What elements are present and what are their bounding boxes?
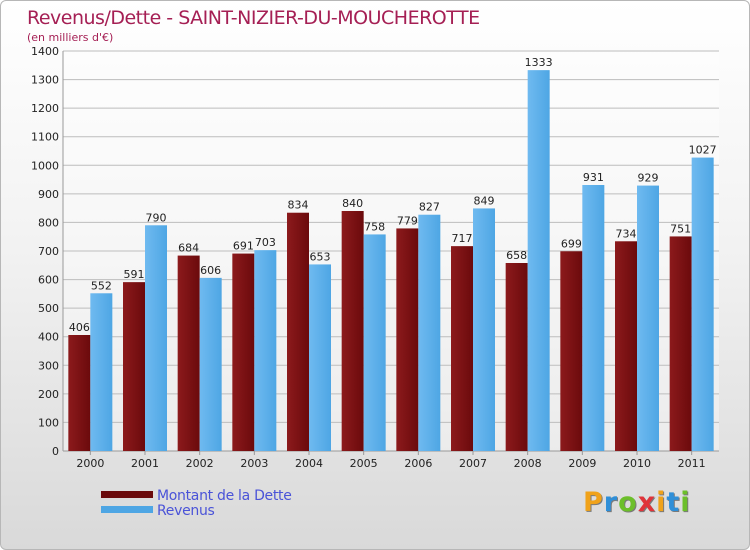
data-label-revenus: 552 [91,279,112,292]
logo-letter: r [603,487,619,518]
y-tick-label: 1000 [31,159,59,172]
bar-revenus [199,277,222,451]
data-label-dette: 699 [561,237,582,250]
bar-revenus [90,293,113,451]
y-tick-label: 200 [38,388,59,401]
bar-revenus [691,157,714,452]
y-tick-label: 1100 [31,131,59,144]
data-label-dette: 717 [452,232,473,245]
data-label-dette: 691 [233,240,254,253]
logo-letter: P [583,487,604,518]
bar-dette [615,241,637,451]
x-tick-label: 2007 [459,457,487,470]
y-tick-label: 0 [52,445,59,458]
logo-letter: t [666,487,681,518]
bar-dette [123,282,145,451]
legend-item-dette: Montant de la Dette [101,489,292,504]
data-label-dette: 751 [670,222,691,235]
bar-revenus [254,250,277,451]
proxiti-logo: Proxiti [583,487,691,518]
data-label-dette: 840 [342,197,363,210]
bar-dette [177,255,200,451]
y-tick-label: 300 [38,359,59,372]
bar-revenus [145,225,167,451]
data-label-dette: 834 [288,199,309,212]
bar-revenus [582,185,605,451]
data-label-dette: 658 [506,249,527,262]
x-tick-label: 2000 [76,457,104,470]
data-label-revenus: 758 [364,220,385,233]
bar-revenus [527,70,550,452]
data-label-revenus: 931 [583,171,604,184]
x-tick-label: 2010 [623,457,651,470]
x-tick-label: 2001 [131,457,159,470]
chart-subtitle: (en milliers d'€) [27,31,114,44]
y-tick-label: 800 [38,216,59,229]
bar-dette [232,253,255,451]
x-tick-label: 2011 [678,457,706,470]
data-label-revenus: 606 [200,264,221,277]
bar-dette [68,335,91,451]
bar-dette [505,263,528,451]
legend-swatch-revenus [101,506,153,513]
logo-letter: x [637,487,657,518]
data-label-dette: 779 [397,214,418,227]
data-label-revenus: 1027 [689,144,717,157]
y-tick-label: 1300 [31,74,59,87]
x-tick-label: 2008 [514,457,542,470]
data-label-revenus: 790 [146,211,167,224]
data-label-dette: 406 [69,321,90,334]
x-tick-label: 2003 [240,457,268,470]
y-tick-label: 1400 [31,45,59,58]
data-label-revenus: 929 [638,172,659,185]
y-tick-label: 900 [38,188,59,201]
bar-dette [669,236,692,451]
legend-swatch-dette [101,491,153,498]
bar-revenus [309,264,331,451]
data-label-revenus: 1333 [525,56,553,69]
data-label-revenus: 703 [255,236,276,249]
legend-label-revenus: Revenus [157,503,215,519]
y-tick-label: 400 [38,331,59,344]
data-label-revenus: 849 [474,194,495,207]
x-tick-label: 2002 [186,457,214,470]
x-tick-label: 2005 [350,457,378,470]
data-label-revenus: 653 [310,250,331,263]
x-tick-label: 2006 [404,457,432,470]
logo-letter: i [656,487,667,518]
y-tick-label: 700 [38,245,59,258]
bar-revenus [363,234,386,451]
x-tick-label: 2009 [568,457,596,470]
y-tick-label: 100 [38,416,59,429]
bar-dette [287,212,309,451]
y-tick-label: 500 [38,302,59,315]
data-label-dette: 684 [178,242,199,255]
data-label-dette: 591 [124,268,145,281]
y-tick-label: 600 [38,274,59,287]
legend: Montant de la Dette Revenus [101,489,292,519]
bar-revenus [418,214,441,451]
data-label-dette: 734 [616,227,637,240]
bar-dette [560,251,583,451]
x-tick-label: 2004 [295,457,323,470]
bar-dette [451,246,473,451]
bar-dette [396,228,419,451]
chart-title: Revenus/Dette - SAINT-NIZIER-DU-MOUCHERO… [27,7,480,29]
bar-revenus [473,208,495,451]
legend-item-revenus: Revenus [101,504,292,519]
data-label-revenus: 827 [419,201,440,214]
bar-revenus [637,185,659,452]
legend-label-dette: Montant de la Dette [157,488,292,504]
logo-letter: o [618,487,638,518]
y-tick-label: 1200 [31,102,59,115]
bar-dette [341,211,364,451]
logo-letter: i [680,487,691,518]
